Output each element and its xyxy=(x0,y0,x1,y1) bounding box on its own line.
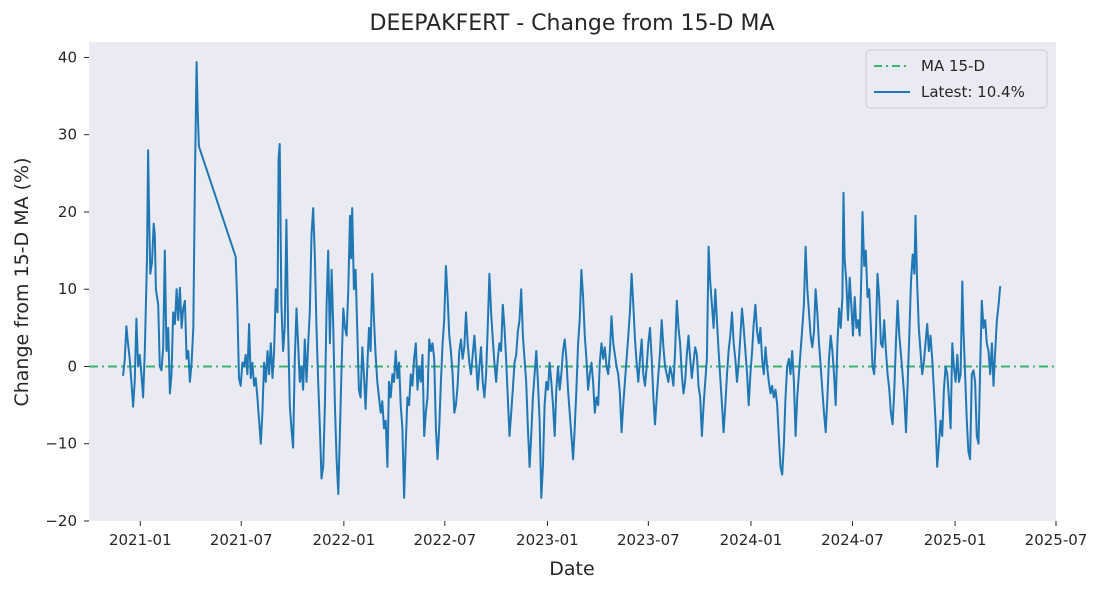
y-tick-label: 0 xyxy=(67,357,77,375)
y-tick-label: 40 xyxy=(58,48,77,66)
legend-label-latest: Latest: 10.4% xyxy=(921,83,1025,101)
series-line-latest xyxy=(122,61,1002,499)
y-tick-label: −10 xyxy=(45,435,77,453)
legend: MA 15-D Latest: 10.4% xyxy=(865,49,1048,109)
y-axis-label: Change from 15-D MA (%) xyxy=(11,157,33,406)
legend-label-ma: MA 15-D xyxy=(921,57,985,75)
legend-box xyxy=(865,49,1048,109)
x-tick-label: 2022-01 xyxy=(313,531,376,549)
x-tick-label: 2025-07 xyxy=(1025,531,1088,549)
x-tick-label: 2023-01 xyxy=(516,531,579,549)
y-axis: −20 −10 0 10 20 30 40 xyxy=(45,48,89,530)
x-tick-label: 2022-07 xyxy=(413,531,476,549)
x-tick-label: 2021-01 xyxy=(109,531,172,549)
x-axis-label: Date xyxy=(549,558,594,580)
x-tick-label: 2025-01 xyxy=(924,531,987,549)
series-layer xyxy=(122,61,1002,499)
y-tick-label: 10 xyxy=(58,280,77,298)
x-axis: 2021-01 2021-07 2022-01 2022-07 2023-01 2023-… xyxy=(109,521,1087,549)
y-tick-label: 20 xyxy=(58,203,77,221)
chart-title: DEEPAKFERT - Change from 15-D MA xyxy=(370,11,775,36)
x-tick-label: 2023-07 xyxy=(617,531,680,549)
y-tick-label: −20 xyxy=(45,512,77,530)
x-tick-label: 2024-01 xyxy=(720,531,783,549)
y-tick-label: 30 xyxy=(58,126,77,144)
x-tick-label: 2024-07 xyxy=(821,531,884,549)
x-tick-label: 2021-07 xyxy=(210,531,273,549)
